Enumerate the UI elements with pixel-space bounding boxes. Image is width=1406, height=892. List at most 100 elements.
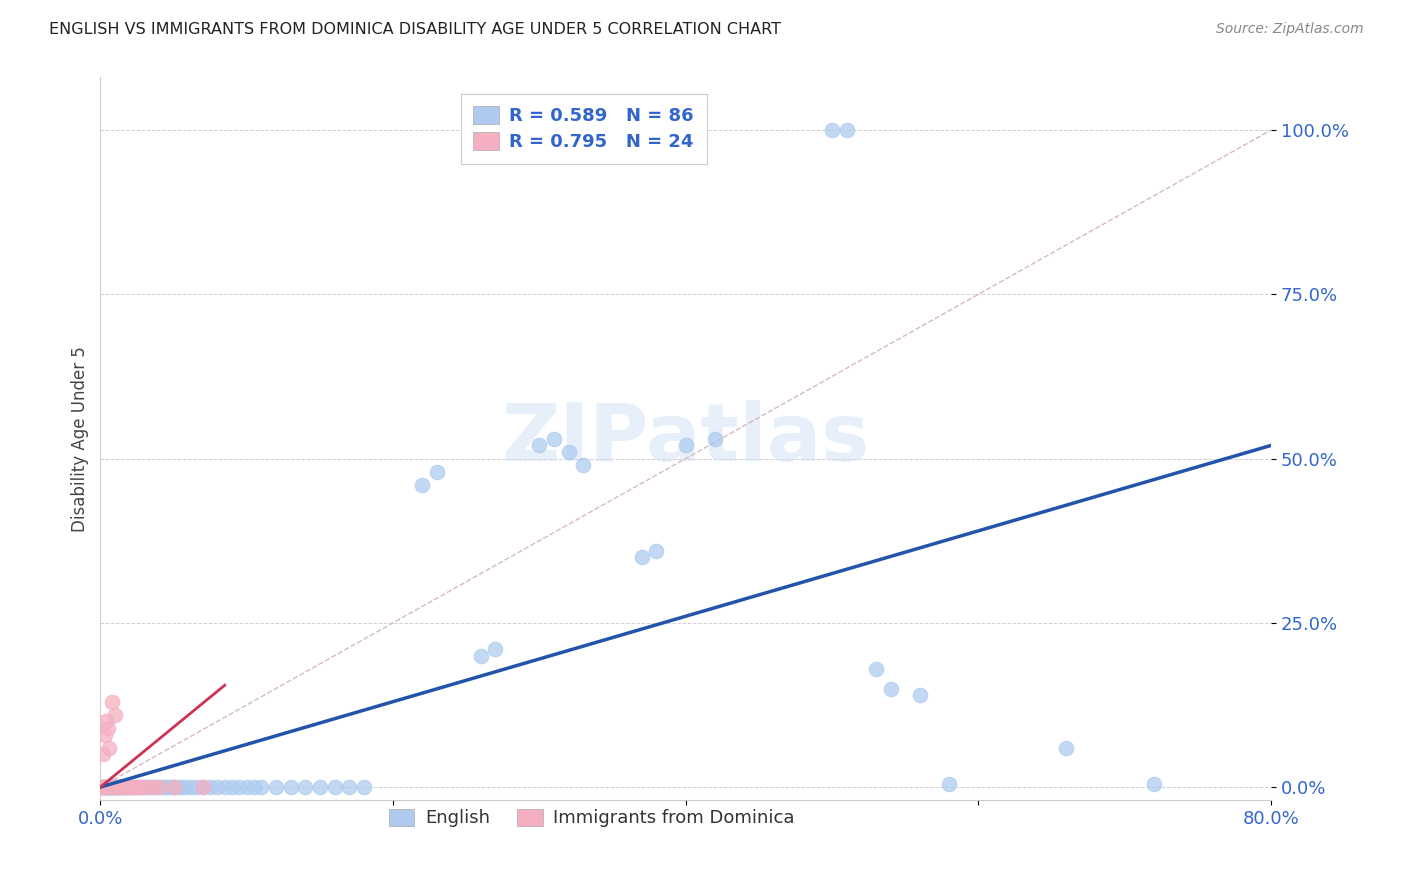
Point (170, 780, 193, 794)
Point (180, 780, 202, 794)
Point (150, 780, 173, 794)
Point (484, 642, 506, 657)
Text: ZIPatlas: ZIPatlas (502, 400, 870, 478)
Point (91, 780, 114, 794)
Point (96, 714, 118, 729)
Point (228, 780, 250, 794)
Point (145, 780, 167, 794)
Point (97, 780, 120, 794)
Point (103, 780, 125, 794)
Point (214, 780, 236, 794)
Point (879, 681, 901, 696)
Point (835, 123, 858, 137)
Point (131, 780, 153, 794)
Point (100, 780, 122, 794)
Point (97, 721, 120, 735)
Point (426, 465, 449, 479)
Point (543, 432, 565, 446)
Point (103, 780, 125, 794)
Point (101, 780, 124, 794)
Point (104, 780, 127, 794)
Point (107, 780, 129, 794)
Point (186, 780, 208, 794)
Point (110, 780, 132, 794)
Point (98, 740, 121, 755)
Point (127, 780, 149, 794)
Point (114, 780, 136, 794)
Point (124, 780, 146, 794)
Point (309, 780, 332, 794)
Point (191, 780, 214, 794)
Point (1143, 777, 1166, 791)
Point (98, 780, 121, 794)
Point (115, 780, 138, 794)
Point (134, 780, 156, 794)
Point (174, 780, 197, 794)
Point (118, 780, 141, 794)
Point (93, 780, 115, 794)
Point (93, 727, 115, 741)
Text: ENGLISH VS IMMIGRANTS FROM DOMINICA DISABILITY AGE UNDER 5 CORRELATION CHART: ENGLISH VS IMMIGRANTS FROM DOMINICA DISA… (49, 22, 782, 37)
Point (112, 780, 135, 794)
Point (162, 780, 184, 794)
Point (323, 780, 346, 794)
Point (235, 780, 257, 794)
Point (221, 780, 243, 794)
Point (207, 780, 229, 794)
Point (91, 780, 114, 794)
Point (294, 780, 316, 794)
Point (93, 780, 115, 794)
Legend: English, Immigrants from Dominica: English, Immigrants from Dominica (382, 801, 803, 835)
Point (107, 780, 129, 794)
Point (111, 780, 134, 794)
Point (111, 780, 134, 794)
Point (908, 688, 931, 702)
Point (191, 780, 214, 794)
Point (101, 780, 124, 794)
Point (91, 747, 114, 762)
Point (141, 780, 163, 794)
Point (557, 445, 579, 459)
Point (96, 780, 118, 794)
Point (90, 780, 112, 794)
Point (243, 780, 266, 794)
Point (572, 458, 595, 472)
Point (101, 695, 124, 709)
Point (264, 780, 287, 794)
Point (353, 780, 375, 794)
Point (162, 780, 184, 794)
Point (93, 780, 115, 794)
Text: Source: ZipAtlas.com: Source: ZipAtlas.com (1216, 22, 1364, 37)
Point (97, 780, 120, 794)
Point (159, 780, 181, 794)
Point (1054, 740, 1077, 755)
Point (97, 780, 120, 794)
Point (529, 438, 551, 452)
Point (100, 780, 122, 794)
Point (121, 780, 143, 794)
Point (411, 478, 433, 492)
Point (153, 780, 176, 794)
Point (121, 780, 143, 794)
Y-axis label: Disability Age Under 5: Disability Age Under 5 (72, 346, 89, 532)
Point (630, 550, 652, 565)
Point (96, 780, 118, 794)
Point (100, 780, 122, 794)
Point (131, 780, 153, 794)
Point (198, 780, 221, 794)
Point (105, 780, 128, 794)
Point (156, 780, 179, 794)
Point (675, 438, 697, 452)
Point (470, 648, 492, 663)
Point (821, 123, 844, 137)
Point (250, 780, 273, 794)
Point (115, 780, 138, 794)
Point (938, 777, 960, 791)
Point (165, 780, 187, 794)
Point (98, 780, 121, 794)
Point (104, 707, 127, 722)
Point (645, 543, 668, 558)
Point (103, 780, 125, 794)
Point (865, 662, 887, 676)
Point (105, 780, 128, 794)
